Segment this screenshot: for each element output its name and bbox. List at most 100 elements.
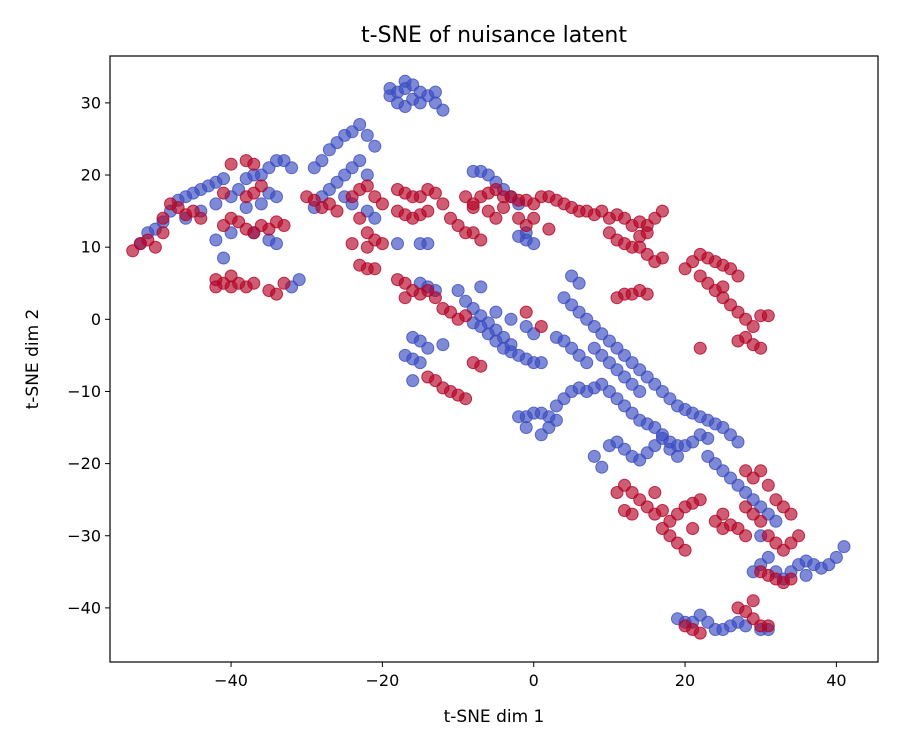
data-point: [413, 96, 427, 110]
y-axis-label: t-SNE dim 2: [23, 309, 43, 410]
data-point: [716, 280, 730, 294]
data-point: [217, 186, 230, 200]
data-point: [534, 428, 548, 442]
data-point: [761, 619, 775, 633]
x-tick-label: 20: [675, 671, 695, 690]
data-point: [557, 291, 571, 305]
data-point: [254, 179, 268, 193]
data-point: [406, 374, 420, 388]
data-point: [633, 385, 647, 398]
data-point: [534, 320, 548, 333]
data-point: [239, 201, 253, 214]
data-point: [497, 201, 510, 214]
data-point: [360, 168, 374, 182]
data-point: [353, 211, 367, 225]
data-point: [345, 161, 359, 175]
data-point: [247, 276, 261, 290]
data-point: [315, 154, 329, 168]
data-point: [466, 201, 480, 214]
data-point: [587, 449, 601, 463]
data-point: [436, 338, 450, 352]
data-point: [428, 186, 442, 200]
data-point: [270, 190, 283, 204]
data-point: [254, 197, 268, 211]
data-point: [194, 211, 208, 225]
data-point: [731, 334, 745, 348]
data-point: [655, 251, 669, 265]
data-point: [754, 341, 768, 355]
data-point: [277, 276, 291, 290]
data-point: [270, 237, 283, 251]
series-1: [126, 154, 806, 640]
data-point: [731, 269, 745, 283]
data-point: [474, 359, 488, 373]
data-point: [572, 276, 586, 290]
data-point: [678, 543, 692, 557]
data-point: [353, 118, 367, 131]
x-axis-label: t-SNE dim 1: [444, 707, 545, 727]
data-point: [739, 529, 753, 543]
data-point: [640, 287, 654, 301]
data-point: [693, 626, 707, 640]
chart-title: t-SNE of nuisance latent: [361, 23, 627, 48]
data-point: [519, 305, 533, 319]
data-point: [209, 197, 223, 211]
data-point: [671, 449, 684, 463]
data-point: [217, 172, 230, 186]
y-axis-ticks: −40 −30 −20 −10 0 10 20 30: [67, 93, 110, 617]
x-tick-label: −20: [366, 671, 400, 690]
data-point: [746, 320, 760, 333]
data-point: [368, 262, 382, 276]
data-point: [527, 237, 541, 251]
data-point: [716, 507, 730, 521]
y-tick-label: −20: [67, 454, 101, 473]
y-tick-label: 30: [81, 93, 101, 112]
data-point: [330, 204, 344, 218]
data-point: [375, 197, 389, 211]
data-point: [406, 330, 420, 344]
data-point: [761, 529, 775, 543]
data-point: [368, 211, 382, 225]
y-tick-label: −40: [67, 598, 101, 617]
data-point: [648, 507, 662, 521]
x-tick-label: 0: [529, 671, 539, 690]
data-point: [360, 179, 374, 193]
data-point: [398, 74, 412, 88]
y-tick-label: −10: [67, 382, 101, 401]
data-point: [451, 284, 465, 297]
data-point: [542, 222, 556, 236]
y-tick-label: 20: [81, 166, 101, 185]
data-point: [489, 305, 503, 319]
data-point: [489, 211, 503, 225]
y-tick-label: −30: [67, 526, 101, 545]
data-point: [731, 435, 745, 449]
data-point: [693, 493, 707, 507]
data-point: [474, 280, 488, 294]
scatter-points: [126, 74, 851, 640]
data-point: [391, 237, 404, 251]
data-point: [504, 312, 518, 326]
plot-frame: [109, 55, 879, 663]
data-point: [739, 500, 753, 514]
data-point: [769, 514, 783, 528]
data-point: [360, 240, 374, 254]
data-point: [618, 504, 631, 517]
data-point: [512, 410, 526, 424]
data-point: [580, 356, 594, 370]
x-axis-ticks: −40 −20 0 20 40: [214, 662, 847, 690]
y-tick-label: 0: [91, 310, 101, 329]
data-point: [224, 157, 238, 171]
data-point: [648, 486, 662, 499]
data-point: [436, 197, 450, 211]
data-point: [655, 431, 669, 445]
data-point: [784, 572, 798, 586]
data-point: [247, 157, 261, 171]
data-point: [527, 211, 541, 225]
data-point: [292, 273, 306, 287]
data-point: [270, 287, 283, 301]
data-point: [217, 251, 230, 265]
data-point: [837, 540, 851, 554]
y-tick-label: 10: [81, 238, 101, 257]
data-point: [421, 341, 435, 355]
data-point: [436, 103, 450, 117]
